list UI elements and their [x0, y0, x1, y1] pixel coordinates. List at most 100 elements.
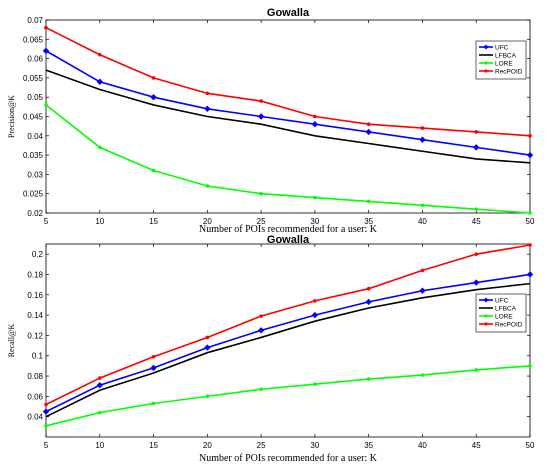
y-tick-label: 0.05 [27, 93, 43, 102]
data-point [97, 145, 102, 150]
y-tick-label: 0.18 [27, 270, 43, 279]
data-point [205, 335, 210, 340]
x-tick-label: 35 [364, 441, 373, 450]
data-point [528, 134, 532, 138]
legend-entry: UFC [479, 44, 509, 51]
data-point [420, 373, 425, 377]
data-point [96, 381, 103, 389]
x-axis-label: Number of POIs recommended for a user: K [199, 453, 378, 464]
legend-entry: RecPOID [479, 321, 523, 328]
data-point [311, 311, 319, 319]
data-point [311, 121, 319, 128]
data-point [259, 387, 263, 392]
data-point [313, 382, 317, 386]
data-point [526, 151, 534, 159]
data-point [205, 394, 210, 399]
data-point [151, 168, 156, 173]
x-tick-label: 30 [310, 441, 319, 450]
y-tick-label: 0.02 [27, 209, 43, 218]
series-lfbca [45, 69, 531, 164]
x-tick-label: 50 [526, 441, 535, 450]
data-point [259, 99, 263, 103]
data-point [313, 114, 317, 119]
legend-marker [483, 44, 489, 50]
data-point [526, 271, 534, 278]
data-point [366, 286, 371, 291]
series-lfbca [45, 282, 531, 418]
data-point [259, 191, 263, 196]
data-point [44, 25, 48, 30]
x-tick-label: 25 [257, 217, 266, 226]
legend-entry: RecPOID [479, 68, 523, 75]
data-point [474, 252, 479, 256]
data-point [151, 354, 156, 359]
x-tick-label: 5 [44, 217, 49, 226]
data-point [313, 195, 317, 200]
series-lore [44, 103, 532, 215]
y-tick-label: 0.035 [23, 151, 44, 160]
x-tick-label: 25 [257, 441, 266, 450]
x-tick-label: 10 [95, 217, 104, 226]
data-point [365, 128, 372, 136]
legend-entry: LFBCA [479, 52, 517, 59]
y-axis-label: Recall@K [7, 323, 16, 357]
series-lore [44, 364, 532, 428]
data-point [44, 103, 48, 107]
y-tick-label: 0.16 [27, 291, 43, 300]
legend-marker [484, 314, 488, 318]
x-tick-label: 15 [149, 441, 158, 450]
data-point [151, 76, 156, 80]
data-point [474, 130, 479, 134]
y-tick-label: 0.04 [27, 413, 43, 422]
legend-label: UFC [495, 297, 509, 304]
series-recpoid [44, 25, 532, 138]
legend-entry: LORE [479, 313, 513, 320]
plot-area [45, 243, 531, 438]
data-point [420, 268, 425, 273]
legend-label: RecPOID [495, 321, 523, 328]
legend-entry: LFBCA [479, 305, 517, 312]
x-tick-label: 35 [364, 217, 373, 226]
series-line [45, 273, 531, 413]
y-tick-label: 0.045 [23, 113, 44, 122]
data-point [44, 424, 48, 428]
y-tick-label: 0.055 [23, 74, 44, 83]
legend-label: UFC [495, 44, 509, 51]
y-tick-label: 0.06 [27, 55, 43, 64]
y-tick-label: 0.06 [27, 392, 43, 401]
y-tick-label: 0.2 [32, 250, 44, 259]
data-point [365, 298, 372, 306]
x-tick-label: 45 [472, 217, 481, 226]
legend-label: LFBCA [495, 305, 517, 312]
series-ufc [42, 271, 534, 415]
data-point [97, 376, 102, 380]
x-tick-label: 45 [472, 441, 481, 450]
legend-label: RecPOID [495, 68, 523, 75]
y-tick-label: 0.08 [27, 372, 43, 381]
data-point [366, 377, 371, 381]
y-tick-label: 0.065 [23, 35, 44, 44]
data-point [97, 410, 102, 415]
data-point [150, 364, 157, 372]
x-tick-label: 5 [44, 441, 49, 450]
x-axis-label: Number of POIs recommended for a user: K [199, 224, 378, 235]
data-point [42, 47, 50, 55]
data-point [419, 136, 426, 143]
legend-entry: LORE [479, 60, 513, 67]
data-point [420, 203, 425, 208]
legend-marker [483, 297, 489, 303]
data-point [205, 91, 210, 96]
x-tick-label: 20 [203, 217, 212, 226]
data-point [528, 211, 532, 215]
y-tick-label: 0.04 [27, 132, 43, 141]
x-tick-label: 40 [418, 217, 427, 226]
x-tick-label: 50 [526, 217, 535, 226]
data-point [474, 368, 479, 372]
x-tick-label: 30 [310, 217, 319, 226]
series-line [45, 365, 531, 427]
chart-title: Gowalla [267, 234, 310, 246]
data-point [97, 52, 102, 57]
data-point [150, 94, 157, 101]
